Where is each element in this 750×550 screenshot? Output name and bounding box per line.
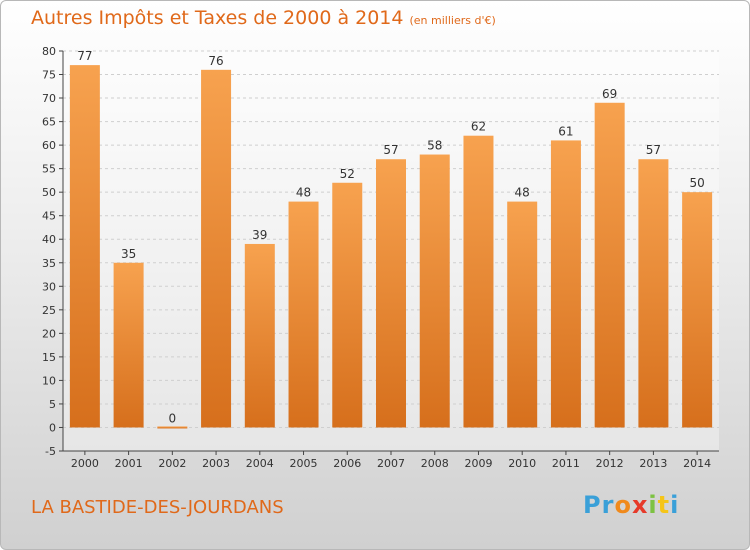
y-tick-label: 30 (42, 280, 56, 293)
bar-2005 (288, 201, 319, 428)
y-tick-label: 75 (42, 69, 56, 82)
data-label-2000: 77 (77, 49, 92, 63)
bar-2007 (376, 159, 406, 428)
logo-letter: P (583, 491, 602, 519)
y-tick-label: -5 (45, 445, 56, 458)
y-axis: -5 0 5 10 15 20 25 30 35 40 45 50 55 60 65 70 75 80 (42, 45, 64, 458)
y-tick-label: 50 (42, 186, 56, 199)
x-tick-label-2009: 2009 (464, 457, 492, 470)
y-tick-label: 60 (42, 139, 56, 152)
data-label-2011: 61 (558, 124, 573, 138)
data-label-2010: 48 (515, 186, 530, 200)
bar-2000 (69, 65, 100, 428)
bar-2006 (332, 182, 363, 428)
bar-2014 (682, 192, 713, 428)
commune-name: LA BASTIDE-DES-JOURDANS (31, 497, 284, 518)
data-label-2005: 48 (296, 186, 311, 200)
y-tick-label: 20 (42, 327, 56, 340)
bar-2009 (463, 135, 494, 428)
y-tick-label: 35 (42, 257, 56, 270)
x-tick-label-2007: 2007 (377, 457, 405, 470)
bar-2004 (244, 243, 275, 428)
x-tick-label-2000: 2000 (71, 457, 99, 470)
x-tick-label-2014: 2014 (683, 457, 711, 470)
logo-letter: r (601, 491, 615, 519)
logo-letter: i (648, 491, 658, 519)
x-tick-label-2010: 2010 (508, 457, 536, 470)
data-label-2014: 50 (689, 176, 704, 190)
data-label-2013: 57 (646, 143, 661, 157)
x-tick-label-2004: 2004 (246, 457, 274, 470)
data-label-2002: 0 (169, 411, 177, 425)
y-tick-label: 15 (42, 351, 56, 364)
y-tick-label: 80 (42, 45, 56, 58)
logo-letter: i (670, 491, 680, 519)
x-tick-label-2013: 2013 (639, 457, 667, 470)
x-tick-label-2001: 2001 (115, 457, 143, 470)
x-tick-label-2011: 2011 (552, 457, 580, 470)
x-tick-label-2003: 2003 (202, 457, 230, 470)
x-tick-label-2008: 2008 (421, 457, 449, 470)
chart-unit-label: (en milliers d'€) (409, 14, 496, 27)
x-tick-label-2005: 2005 (290, 457, 318, 470)
y-tick-label: 55 (42, 163, 56, 176)
bar-2012 (594, 102, 625, 428)
y-tick-label: 0 (49, 421, 56, 434)
y-tick-label: 40 (42, 233, 56, 246)
y-tick-label: 45 (42, 210, 56, 223)
bar-2003 (201, 69, 232, 428)
data-label-2007: 57 (383, 143, 398, 157)
data-label-2006: 52 (340, 167, 355, 181)
data-label-2001: 35 (121, 247, 136, 261)
x-tick-label-2006: 2006 (333, 457, 361, 470)
bar-2013 (638, 159, 669, 428)
bar-2010 (507, 201, 538, 428)
bars: 77 35 0 76 39 48 52 57 58 62 48 61 69 57 50 (69, 49, 713, 429)
y-tick-label: 25 (42, 304, 56, 317)
data-label-2012: 69 (602, 87, 617, 101)
chart-title: Autres Impôts et Taxes de 2000 à 2014 (en… (31, 7, 496, 29)
bar-2008 (419, 154, 450, 428)
x-tick-label-2012: 2012 (596, 457, 624, 470)
logo-letter: t (657, 491, 671, 519)
proxiti-logo: Proxiti (583, 491, 679, 519)
logo-letter: x (631, 491, 649, 519)
y-tick-label: 10 (42, 374, 56, 387)
x-tick-label-2002: 2002 (158, 457, 186, 470)
chart-title-text: Autres Impôts et Taxes de 2000 à 2014 (31, 7, 404, 29)
y-tick-label: 5 (49, 398, 56, 411)
logo-letter: o (614, 491, 632, 519)
y-tick-label: 65 (42, 116, 56, 129)
bar-2002 (157, 426, 188, 429)
data-label-2008: 58 (427, 139, 442, 153)
data-label-2003: 76 (208, 54, 223, 68)
y-tick-label: 70 (42, 92, 56, 105)
data-label-2009: 62 (471, 120, 486, 134)
data-label-2004: 39 (252, 228, 267, 242)
bar-2001 (113, 262, 144, 428)
x-axis: 2000 2001 2002 2003 2004 2005 2006 2007 2008 2009… (63, 450, 719, 470)
bar-2011 (550, 140, 581, 428)
